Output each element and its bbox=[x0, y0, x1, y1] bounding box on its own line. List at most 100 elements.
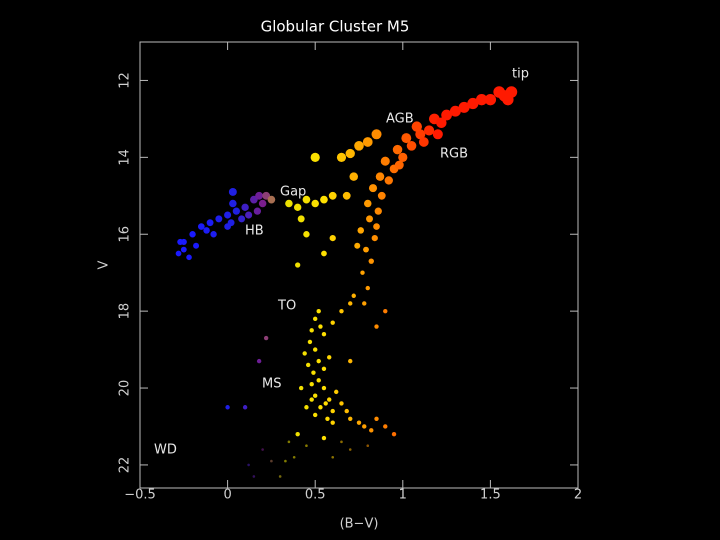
annotation: Gap bbox=[280, 185, 306, 200]
star bbox=[284, 459, 287, 463]
x-tick-label: 1 bbox=[399, 488, 407, 503]
star bbox=[432, 129, 443, 140]
x-axis-label: (B−V) bbox=[340, 517, 379, 532]
star bbox=[232, 207, 240, 215]
star bbox=[206, 219, 214, 227]
star bbox=[309, 397, 314, 402]
star bbox=[392, 144, 403, 155]
star bbox=[398, 152, 408, 162]
star bbox=[189, 231, 196, 238]
star bbox=[374, 416, 379, 421]
star bbox=[339, 401, 344, 406]
star bbox=[313, 347, 318, 352]
star bbox=[318, 324, 323, 329]
star bbox=[224, 211, 232, 219]
star bbox=[316, 308, 321, 314]
star bbox=[285, 199, 293, 208]
star bbox=[356, 420, 362, 425]
star bbox=[366, 215, 373, 223]
star bbox=[298, 385, 304, 391]
star bbox=[193, 242, 200, 249]
star bbox=[369, 428, 374, 433]
star bbox=[210, 231, 217, 238]
y-tick-label: 12 bbox=[118, 72, 133, 89]
star bbox=[295, 262, 301, 268]
star bbox=[415, 129, 426, 140]
star bbox=[348, 416, 353, 421]
star bbox=[363, 246, 369, 253]
star bbox=[321, 366, 327, 372]
star bbox=[320, 195, 328, 204]
star bbox=[297, 215, 305, 223]
star bbox=[375, 172, 385, 181]
star bbox=[321, 250, 327, 257]
star bbox=[321, 332, 327, 337]
star bbox=[241, 203, 249, 212]
annotation: HB bbox=[245, 224, 264, 239]
star bbox=[224, 223, 231, 230]
star bbox=[327, 355, 332, 360]
star bbox=[411, 121, 422, 132]
star bbox=[242, 405, 248, 410]
star bbox=[256, 358, 262, 364]
star bbox=[309, 381, 314, 387]
star bbox=[261, 448, 264, 451]
star bbox=[377, 191, 386, 200]
star bbox=[225, 405, 230, 410]
star bbox=[245, 211, 253, 219]
star bbox=[351, 293, 356, 298]
star bbox=[318, 405, 323, 410]
star bbox=[302, 351, 307, 356]
star bbox=[255, 191, 264, 200]
y-tick-label: 14 bbox=[118, 149, 133, 166]
star bbox=[323, 401, 328, 406]
star bbox=[344, 408, 349, 414]
y-tick-label: 22 bbox=[118, 457, 133, 474]
annotation: tip bbox=[512, 67, 529, 82]
star bbox=[334, 389, 339, 395]
annotation: RGB bbox=[440, 147, 468, 162]
star bbox=[467, 97, 479, 110]
star bbox=[316, 378, 321, 383]
star bbox=[368, 184, 378, 193]
star bbox=[278, 475, 282, 478]
star bbox=[330, 420, 335, 425]
star bbox=[177, 238, 184, 245]
x-tick-label: −0.5 bbox=[124, 488, 156, 503]
star bbox=[253, 207, 262, 215]
star bbox=[252, 475, 256, 478]
annotation: TO bbox=[277, 299, 296, 314]
star bbox=[305, 444, 308, 448]
star bbox=[313, 316, 318, 322]
x-tick-label: 2 bbox=[574, 488, 582, 503]
star bbox=[354, 242, 361, 249]
star bbox=[348, 448, 352, 451]
y-tick-label: 20 bbox=[118, 380, 133, 397]
star bbox=[368, 258, 374, 264]
star bbox=[292, 455, 296, 459]
plot-frame bbox=[139, 41, 579, 489]
star bbox=[373, 223, 380, 230]
y-tick-label: 16 bbox=[118, 226, 133, 243]
x-tick-label: 1.5 bbox=[480, 488, 501, 503]
star bbox=[321, 435, 327, 441]
chart-title: Globular Cluster M5 bbox=[261, 18, 410, 36]
annotation: MS bbox=[262, 377, 281, 392]
star bbox=[287, 440, 291, 444]
star bbox=[340, 440, 343, 444]
star bbox=[313, 393, 318, 398]
star bbox=[313, 412, 318, 418]
star bbox=[360, 270, 365, 275]
star bbox=[263, 335, 269, 341]
star bbox=[258, 199, 267, 208]
star bbox=[329, 234, 336, 242]
star bbox=[307, 339, 313, 345]
star bbox=[321, 385, 327, 391]
star bbox=[348, 358, 353, 364]
star bbox=[229, 199, 237, 208]
y-axis-label: V bbox=[97, 260, 112, 269]
star bbox=[371, 234, 378, 242]
star bbox=[270, 459, 273, 463]
